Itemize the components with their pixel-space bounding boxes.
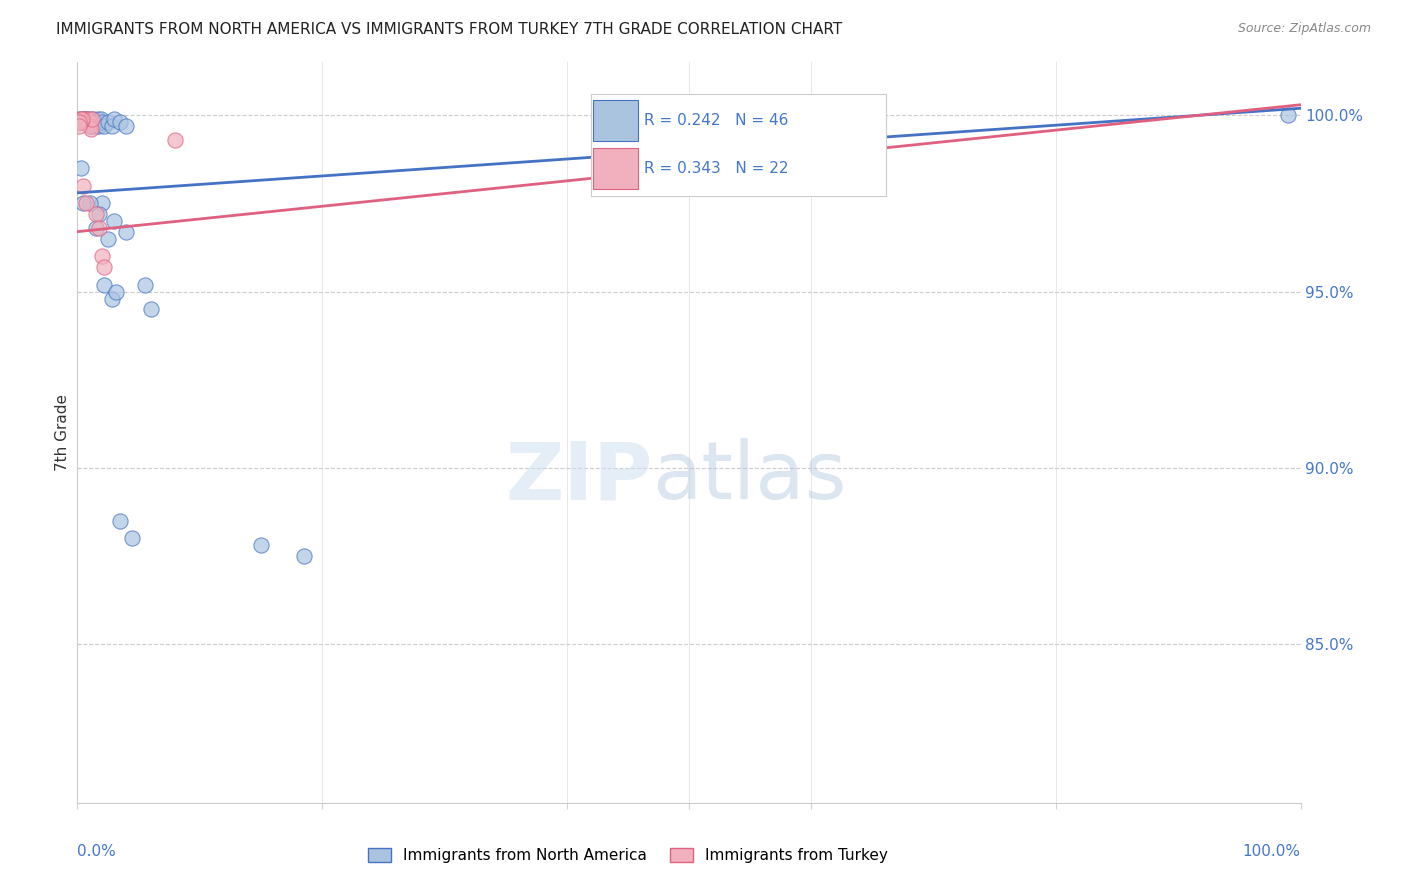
Point	[79, 119, 101, 133]
Text: R = 0.242   N = 46: R = 0.242 N = 46	[644, 112, 787, 128]
Point	[105, 285, 128, 299]
Point	[80, 119, 103, 133]
Point	[86, 115, 108, 129]
Point	[165, 133, 187, 147]
Point	[93, 260, 115, 274]
Point	[75, 112, 97, 126]
Point	[103, 214, 125, 228]
Point	[77, 112, 100, 126]
Point	[89, 221, 111, 235]
Point	[72, 196, 94, 211]
Point	[75, 115, 97, 129]
Point	[67, 112, 90, 126]
Point	[93, 277, 115, 292]
Point	[79, 112, 101, 126]
Point	[115, 225, 138, 239]
Point	[70, 112, 93, 126]
Point	[69, 115, 91, 129]
Point	[139, 302, 162, 317]
Point	[67, 115, 90, 129]
Point	[80, 112, 103, 126]
Point	[100, 292, 122, 306]
Point	[90, 249, 112, 263]
Point	[75, 196, 97, 211]
FancyBboxPatch shape	[593, 100, 638, 141]
Point	[87, 112, 110, 126]
Point	[103, 112, 125, 126]
Point	[97, 115, 120, 129]
Point	[70, 115, 93, 129]
Point	[97, 232, 120, 246]
Point	[678, 144, 700, 158]
Point	[69, 112, 91, 126]
Point	[108, 514, 131, 528]
Y-axis label: 7th Grade: 7th Grade	[55, 394, 70, 471]
Point	[67, 119, 90, 133]
Text: R = 0.343   N = 22: R = 0.343 N = 22	[644, 161, 789, 176]
Point	[100, 119, 122, 133]
Point	[84, 119, 107, 133]
Point	[80, 122, 103, 136]
Point	[862, 108, 884, 122]
Point	[70, 115, 93, 129]
Point	[1277, 108, 1299, 122]
Text: 100.0%: 100.0%	[1243, 844, 1301, 858]
Point	[84, 221, 107, 235]
Point	[89, 119, 111, 133]
Point	[90, 115, 112, 129]
Text: 0.0%: 0.0%	[77, 844, 117, 858]
Point	[76, 115, 98, 129]
Point	[90, 112, 112, 126]
Point	[250, 538, 273, 552]
Point	[108, 115, 131, 129]
Point	[134, 277, 156, 292]
Point	[115, 119, 138, 133]
FancyBboxPatch shape	[593, 148, 638, 189]
Point	[80, 115, 103, 129]
Point	[72, 178, 94, 193]
Text: Source: ZipAtlas.com: Source: ZipAtlas.com	[1237, 22, 1371, 36]
Text: atlas: atlas	[652, 438, 846, 516]
Point	[72, 112, 94, 126]
Point	[79, 115, 101, 129]
Point	[121, 532, 143, 546]
Point	[77, 115, 100, 129]
Point	[89, 207, 111, 221]
Point	[79, 196, 101, 211]
Point	[93, 119, 115, 133]
Point	[72, 112, 94, 126]
Point	[83, 115, 105, 129]
Point	[292, 549, 315, 563]
Point	[90, 196, 112, 211]
Point	[73, 115, 96, 129]
Point	[70, 161, 93, 176]
Point	[73, 112, 96, 126]
Text: IMMIGRANTS FROM NORTH AMERICA VS IMMIGRANTS FROM TURKEY 7TH GRADE CORRELATION CH: IMMIGRANTS FROM NORTH AMERICA VS IMMIGRA…	[56, 22, 842, 37]
Text: ZIP: ZIP	[505, 438, 652, 516]
Point	[82, 112, 104, 126]
Point	[79, 119, 101, 133]
Legend: Immigrants from North America, Immigrants from Turkey: Immigrants from North America, Immigrant…	[361, 842, 894, 869]
Point	[84, 207, 107, 221]
Point	[76, 112, 98, 126]
